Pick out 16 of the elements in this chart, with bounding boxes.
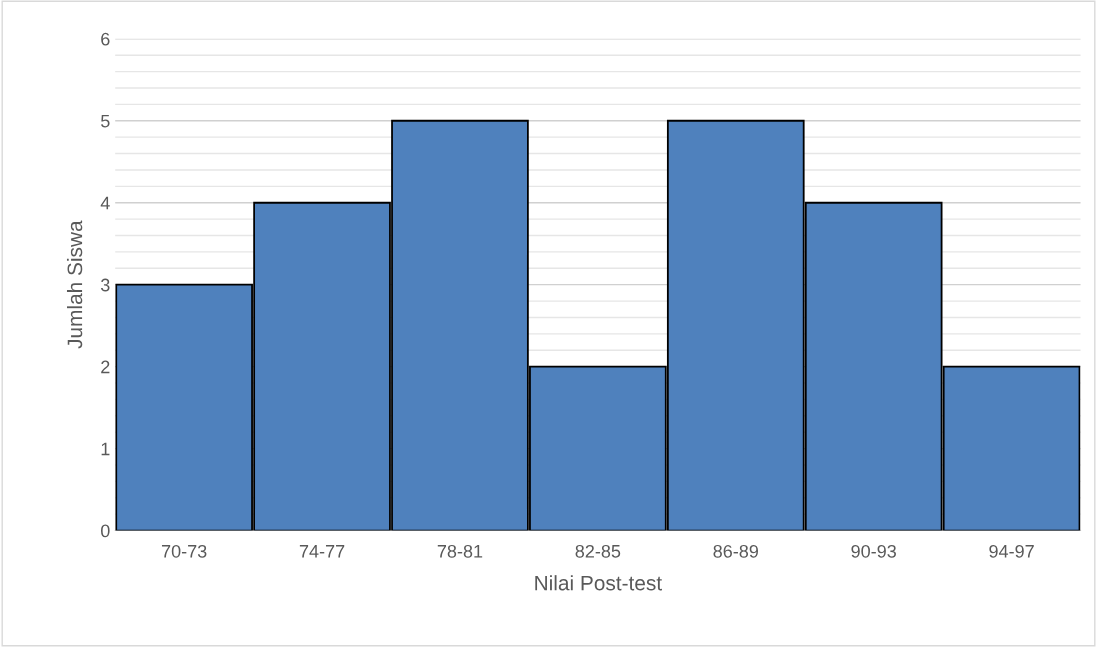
y-tick-label: 4 (100, 196, 110, 210)
y-tick-label: 6 (101, 32, 110, 46)
x-tick-label: 78-81 (437, 544, 483, 558)
y-tick-label: 3 (100, 278, 110, 292)
x-tick-label: 82-85 (575, 544, 621, 558)
x-tick-label: 90-93 (851, 544, 896, 558)
x-tick-label: 74-77 (299, 545, 345, 558)
y-tick-label: 1 (101, 442, 110, 456)
x-tick-label: 94-97 (989, 544, 1034, 558)
x-tick-label: 86-89 (713, 544, 759, 558)
y-tick-label: 5 (101, 114, 110, 128)
x-tick-label: 70-73 (161, 544, 207, 558)
y-axis-title: Jumlah Siswa (66, 220, 83, 349)
y-tick-label: 2 (101, 360, 110, 374)
y-tick-label: 0 (100, 524, 110, 538)
x-axis-title: Nilai Post-test (535, 575, 662, 591)
